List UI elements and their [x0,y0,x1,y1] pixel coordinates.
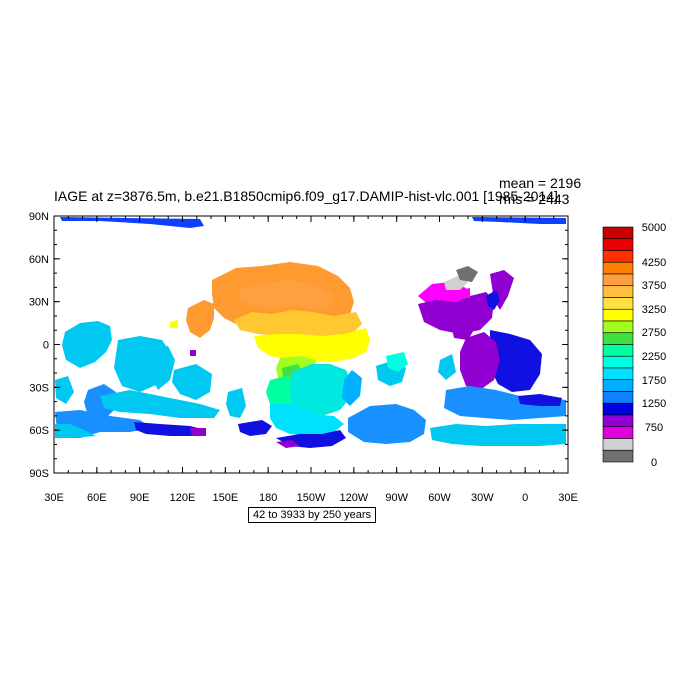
colorbar-labels: 5000 4250 3750 3250 2750 2250 1750 1250 750 0 [642,222,666,469]
axis-tick-labels: 90N 60N 30N 0 30S 60S 90S 30E 60E 90E 120E 150E 180 1… [29,211,578,504]
rms-stat: rms = 2443 [499,191,570,207]
pacific-region [240,280,334,310]
lat-tick-label: 90N [29,211,49,223]
colorbar-swatch [602,320,634,334]
colorbar-swatch [602,250,634,263]
mean-stat: mean = 2196 [499,175,582,191]
lon-tick-label: 120W [339,492,368,504]
southern-ocean-region [134,422,206,436]
colorbar-swatch [602,438,634,451]
colorbar-swatch [602,402,634,416]
colorbar-label: 750 [645,422,663,434]
southern-ocean-region [55,424,96,438]
indian-ocean-region [226,388,246,418]
colorbar-label: 2250 [642,351,666,363]
southern-ocean-region [518,394,562,406]
colorbar-swatch [602,238,634,251]
colorbar-swatch [602,426,634,439]
lon-tick-label: 150W [297,492,326,504]
atlantic-region [438,354,456,380]
colorbar-swatch [602,308,634,322]
age-field [55,217,566,448]
lon-tick-label: 90E [130,492,150,504]
colorbar-swatch [602,367,634,381]
pacific-region [270,404,344,436]
pacific-region [186,300,214,338]
lon-tick-label: 180 [259,492,277,504]
axis-ticks [53,215,569,474]
lon-tick-label: 0 [522,492,528,504]
lon-tick-label: 150E [212,492,238,504]
colorbar-label: 0 [651,457,657,469]
lat-tick-label: 30N [29,297,49,309]
indian-ocean-region [100,390,220,418]
colorbar-swatch [602,379,634,392]
colorbar-swatch [602,332,634,345]
pacific-region [290,364,352,416]
pacific-region [170,320,178,328]
southern-ocean-region [430,424,566,446]
southern-ocean-region [444,386,566,420]
colorbar-swatch [602,261,634,275]
lon-tick-label: 30W [471,492,494,504]
colorbar-label: 3250 [642,304,666,316]
atlantic-region [456,266,478,282]
arctic-region [472,217,566,224]
lon-tick-label: 90W [385,492,408,504]
colorbar-label: 5000 [642,222,666,234]
lon-tick-label: 30E [558,492,578,504]
plot-title: IAGE at z=3876.5m, b.e21.B1850cmip6.f09_… [54,188,558,204]
range-note: 42 to 3933 by 250 years [248,507,377,523]
indian-ocean-region [55,376,74,404]
colorbar-swatch [602,344,634,357]
lat-tick-label: 60N [29,254,49,266]
southern-ocean-region [348,404,426,444]
atlantic-region [490,330,542,392]
colorbar-swatch [602,285,634,298]
lat-tick-label: 0 [43,340,49,352]
pacific-region [190,350,196,356]
southern-ocean-region [386,352,408,372]
lon-tick-label: 60E [87,492,107,504]
indian-ocean-region [172,364,212,400]
pacific-region [234,310,362,338]
pacific-region [254,328,370,362]
colorbar-label: 3750 [642,280,666,292]
atlantic-region [450,316,476,340]
colorbar [602,226,634,463]
colorbar-swatch [602,226,634,240]
colorbar-swatch [602,414,634,428]
southern-ocean-region [458,288,470,298]
lat-tick-label: 30S [29,382,49,394]
colorbar-swatch [602,391,634,404]
lon-tick-label: 120E [170,492,196,504]
atlantic-region [486,290,500,310]
lat-tick-label: 90S [29,468,49,480]
indian-ocean-region [62,321,112,368]
pacific-region [342,370,362,406]
colorbar-label: 2750 [642,327,666,339]
colorbar-swatch [602,273,634,287]
colorbar-swatch [602,355,634,369]
colorbar-label: 4250 [642,257,666,269]
atlantic-region [460,332,500,390]
lon-tick-label: 30E [44,492,64,504]
southern-ocean-region [238,420,272,436]
colorbar-label: 1250 [642,398,666,410]
colorbar-swatch [602,449,634,463]
lat-tick-label: 60S [29,425,49,437]
southern-ocean-region [190,428,206,436]
lon-tick-label: 60W [428,492,451,504]
pacific-region [276,440,300,448]
indian-ocean-region [150,346,175,390]
atlantic-region [418,292,494,334]
arctic-region [60,217,204,228]
colorbar-label: 1750 [642,375,666,387]
colorbar-swatch [602,297,634,310]
